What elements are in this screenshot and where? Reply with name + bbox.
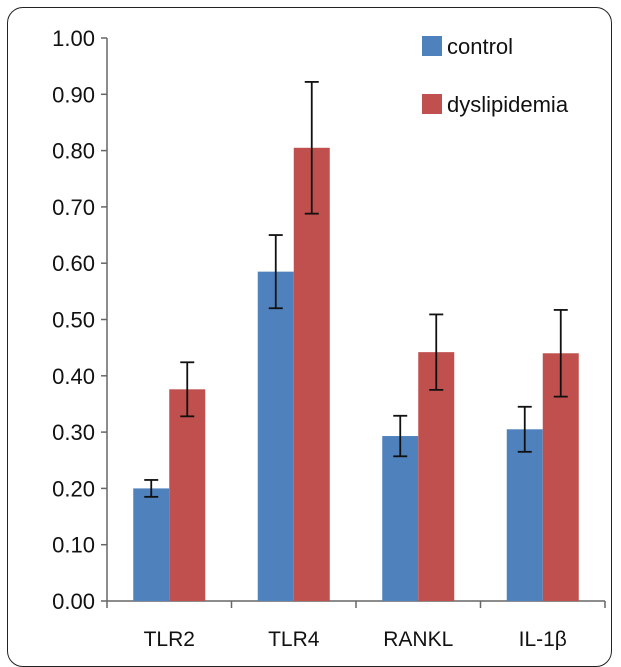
bar-dyslipidemia (169, 389, 206, 601)
chart-legend: control dyslipidemia (422, 34, 569, 117)
y-tick-label: 0.30 (52, 420, 95, 445)
y-tick-label: 0.40 (52, 364, 95, 389)
bar-control (382, 436, 419, 601)
bar-dyslipidemia (293, 147, 330, 601)
chart-tick-labels: 0.00 0.10 0.20 0.30 0.40 0.50 0.60 0.70 0.80 0.90… (52, 26, 567, 650)
legend-swatch-dyslipidemia (422, 94, 442, 114)
y-tick-label: 0.20 (52, 476, 95, 501)
y-tick-label: 0.50 (52, 308, 95, 333)
x-tick-label: RANKL (383, 628, 453, 650)
y-tick-label: 1.00 (52, 26, 95, 51)
x-tick-label: TLR2 (144, 628, 195, 650)
x-tick-label: TLR4 (268, 628, 320, 650)
legend-swatch-control (422, 36, 442, 56)
y-tick-label: 0.80 (52, 139, 95, 164)
x-tick-label: IL-1β (519, 628, 567, 650)
bar-control (133, 488, 170, 601)
y-tick-label: 0.90 (52, 82, 95, 107)
legend-label-control: control (447, 34, 513, 59)
y-tick-label: 0.10 (52, 533, 95, 558)
chart-bars (133, 147, 579, 601)
bar-dyslipidemia (418, 352, 455, 601)
chart-error-bars (144, 81, 568, 498)
y-tick-label: 0.00 (52, 589, 95, 614)
bar-chart: 0.00 0.10 0.20 0.30 0.40 0.50 0.60 0.70 0.80 0.90… (52, 26, 606, 650)
bar-control (506, 429, 543, 601)
legend-label-dyslipidemia: dyslipidemia (447, 92, 569, 117)
y-tick-label: 0.70 (52, 195, 95, 220)
bar-control (257, 271, 294, 601)
y-tick-label: 0.60 (52, 251, 95, 276)
